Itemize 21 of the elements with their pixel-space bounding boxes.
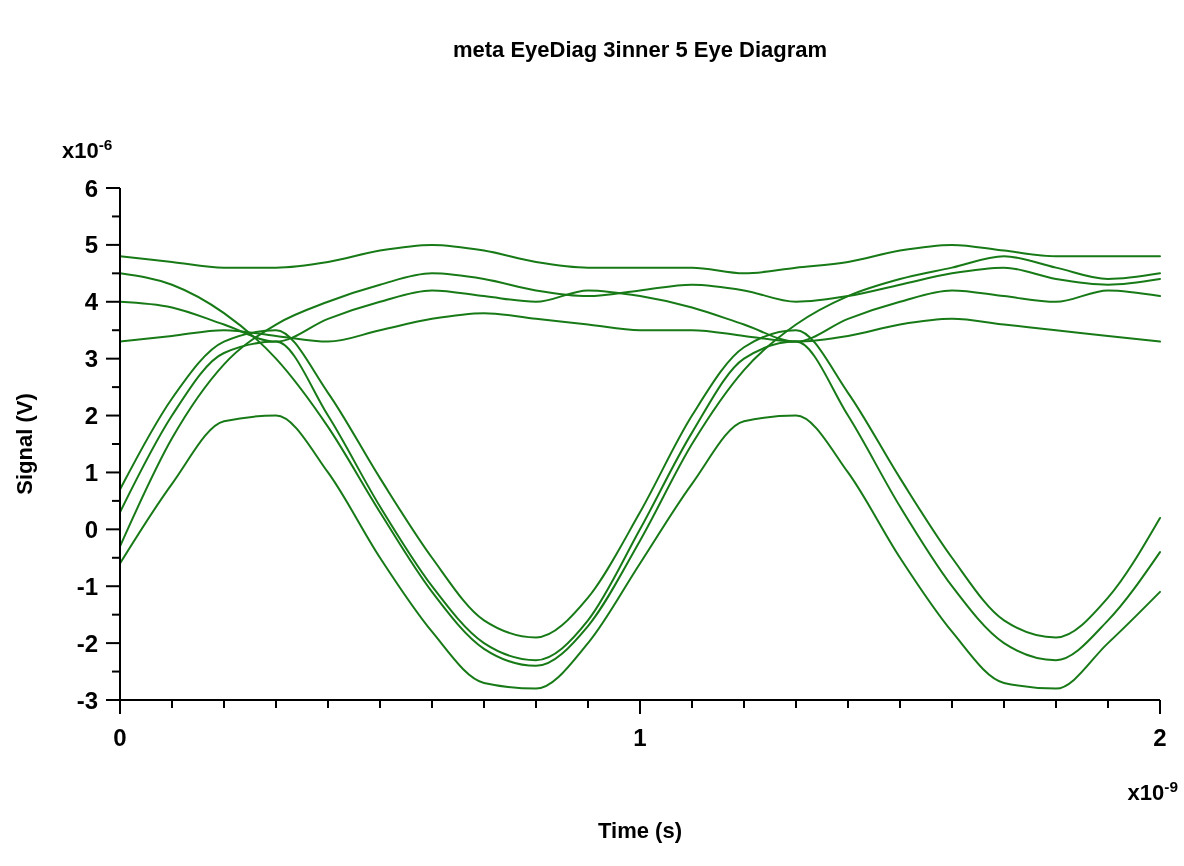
y-tick-label: 5 (84, 231, 98, 259)
y-tick-label: -1 (76, 572, 98, 600)
line-series (120, 414, 1161, 690)
line-series (120, 255, 1161, 667)
text: x10$^{-6}$ (62, 135, 113, 163)
y-tick-label: 1 (84, 458, 98, 486)
y-tick-label: 4 (84, 288, 99, 316)
line-series (120, 243, 1161, 275)
x-axis-title: Time (s) (598, 818, 682, 843)
y-tick-label: 0 (84, 515, 98, 543)
x-tick-label: 1 (633, 724, 647, 751)
y-tick-label: -2 (76, 629, 98, 657)
y-tick-label: 2 (84, 402, 98, 430)
y-tick-label: -3 (76, 686, 98, 714)
x-tick-label: 2 (1153, 724, 1167, 751)
text: x10$^{-9}$ (1127, 777, 1178, 805)
y-axis-title: Signal (V) (12, 393, 37, 495)
y-tick-label: 6 (84, 174, 98, 202)
chart-title: meta EyeDiag 3inner 5 Eye Diagram (452, 37, 828, 62)
y-tick-label: 3 (84, 345, 98, 373)
x-tick-label: 0 (113, 724, 127, 751)
